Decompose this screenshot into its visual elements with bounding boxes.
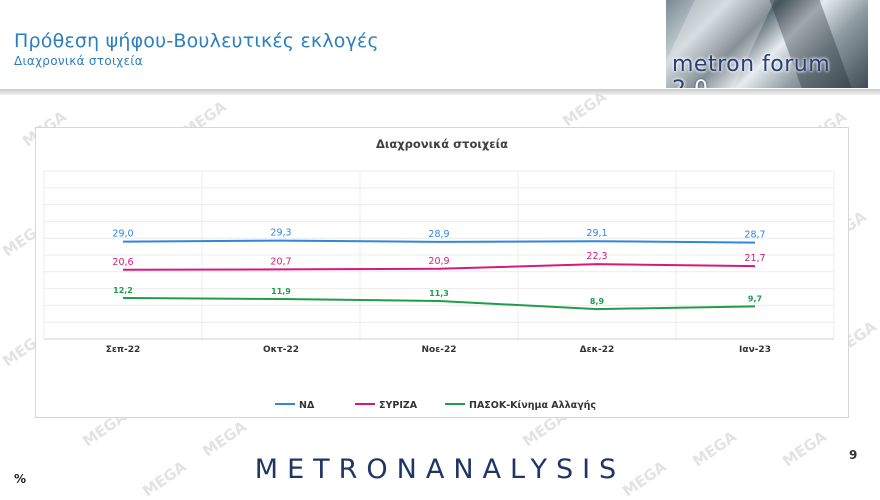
data-label: 12,2	[113, 286, 133, 295]
header-divider	[0, 89, 880, 95]
chart-frame: Διαχρονικά στοιχεία Σεπ-22 Οκτ-22 Νοε-22 Δεκ…	[35, 127, 849, 418]
x-tick-label: Ιαν-23	[739, 345, 771, 355]
data-label: 22,3	[586, 251, 607, 262]
page-number: 9	[849, 448, 858, 462]
chart-title: Διαχρονικά στοιχεία	[376, 137, 508, 151]
data-label: 9,7	[748, 294, 762, 303]
legend-label: ΣΥΡΙΖΑ	[379, 400, 418, 411]
series-line	[122, 297, 756, 311]
data-label: 28,9	[428, 229, 449, 240]
data-label: 11,3	[429, 289, 449, 298]
legend-label: ΝΔ	[299, 400, 315, 411]
data-label: 11,9	[271, 287, 291, 296]
data-label: 8,9	[590, 297, 605, 306]
data-label: 20,6	[112, 257, 133, 268]
series-line	[122, 263, 756, 271]
series-line	[122, 239, 756, 244]
percent-sign: %	[14, 472, 27, 486]
title-block: Πρόθεση ψήφου-Βουλευτικές εκλογές Διαχρο…	[14, 30, 379, 68]
slide-subtitle: Διαχρονικά στοιχεία	[14, 54, 143, 68]
data-label: 29,0	[112, 229, 133, 240]
data-label: 21,7	[744, 253, 765, 264]
data-label: 29,3	[270, 228, 291, 239]
logo-text-version: .0	[687, 77, 709, 88]
x-tick-label: Οκτ-22	[263, 345, 299, 355]
metron-forum-logo: metron forum 2.0	[666, 0, 868, 88]
slide-title: Πρόθεση ψήφου-Βουλευτικές εκλογές	[14, 30, 379, 52]
legend-label: ΠΑΣΟΚ-Κίνημα Αλλαγής	[469, 400, 596, 411]
x-tick-label: Σεπ-22	[106, 345, 141, 355]
x-tick-label: Δεκ-22	[580, 345, 615, 355]
line-chart: Διαχρονικά στοιχεία Σεπ-22 Οκτ-22 Νοε-22 Δεκ…	[43, 137, 835, 411]
x-tick-label: Νοε-22	[422, 345, 457, 355]
metron-analysis-brand: METRONANALYSIS	[254, 454, 626, 485]
data-label: 20,9	[428, 256, 449, 267]
data-label: 28,7	[744, 230, 765, 241]
data-label: 29,1	[586, 228, 607, 239]
data-label: 20,7	[270, 256, 291, 267]
logo-text-main: metron forum 2	[672, 52, 831, 88]
logo-text: metron forum 2.0	[672, 52, 868, 88]
